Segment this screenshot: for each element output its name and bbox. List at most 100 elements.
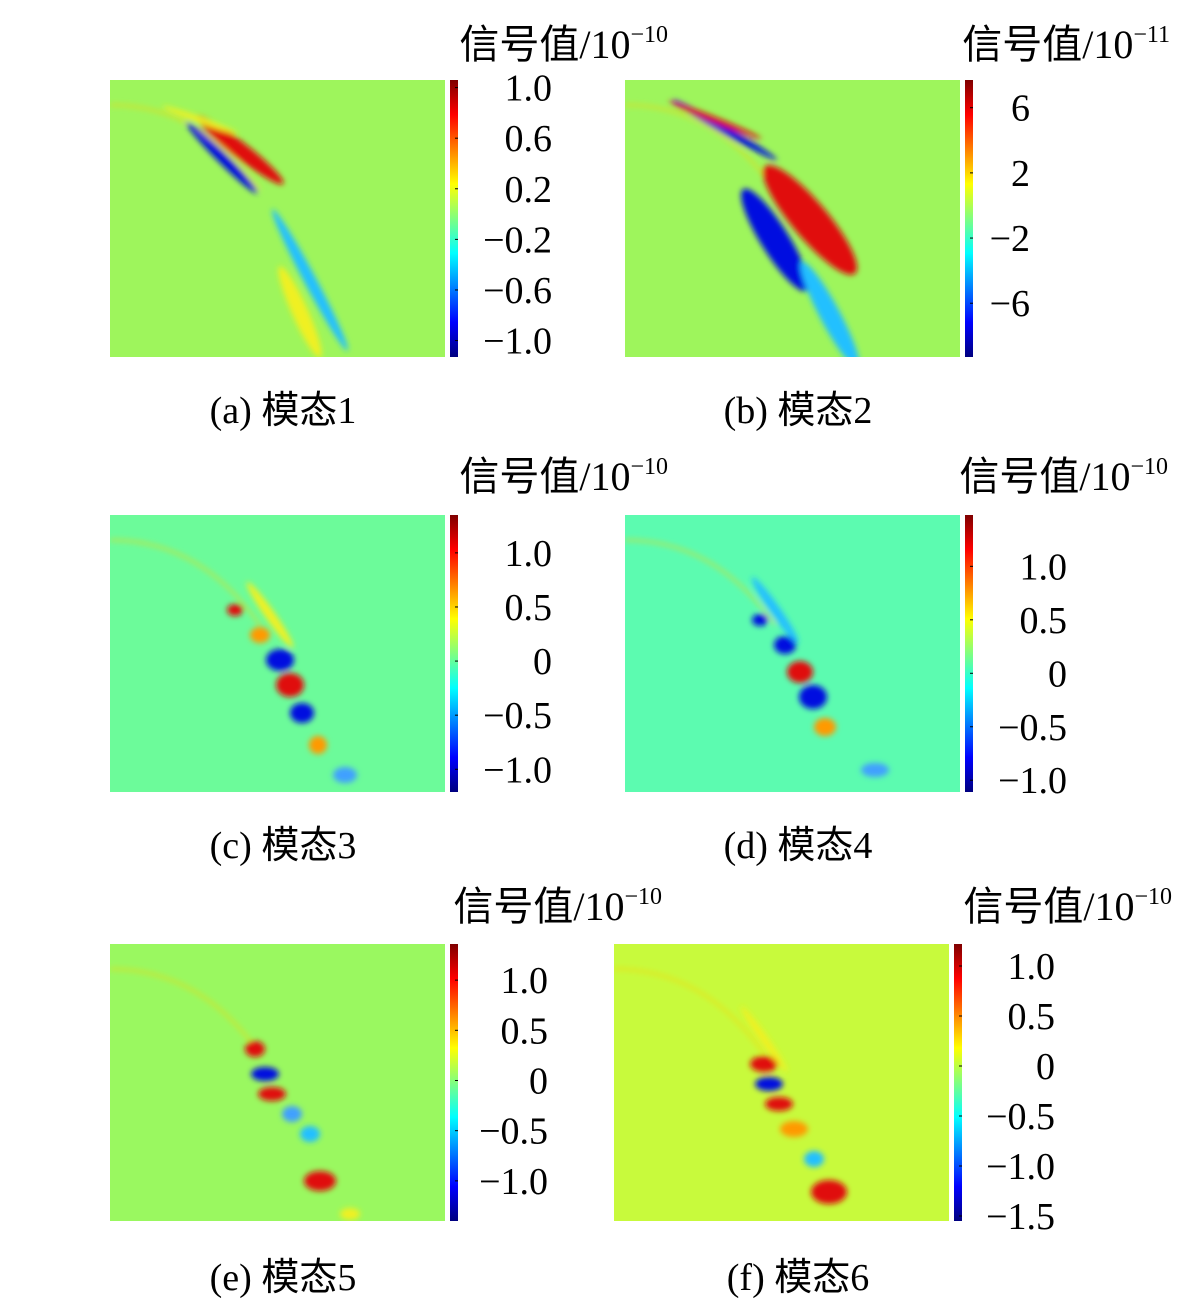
heatmap-pattern: [614, 968, 847, 1204]
heatmap-pattern: [625, 539, 889, 777]
wave-blob: [186, 122, 258, 194]
colorbar-tick-label: −0.5: [998, 707, 1067, 749]
colorbar-label-text: 信号值/10: [959, 454, 1130, 499]
wave-blob: [787, 661, 813, 683]
colorbar-tick-label: −2: [990, 218, 1030, 260]
colorbar-exponent: −10: [1130, 454, 1168, 480]
colorbar-label-text: 信号值/10: [963, 884, 1134, 929]
colorbar-tick-label: 1.0: [1020, 546, 1068, 588]
wave-blob: [162, 106, 238, 134]
colorbar-tick-label: −1.0: [986, 1146, 1055, 1188]
wave-blob: [333, 767, 357, 783]
colorbar-label-text: 信号值/10: [459, 454, 630, 499]
colorbar-label: 信号值/10−10: [959, 454, 1168, 499]
colorbar-tick-label: 0: [1036, 1046, 1055, 1088]
colorbar-tick-label: −1.0: [483, 749, 552, 791]
colorbar: [450, 515, 458, 792]
colorbar-tick-label: 0.5: [501, 1010, 549, 1052]
heatmap-pattern: [625, 99, 860, 357]
wave-blob: [750, 1056, 778, 1072]
wave-blob: [799, 685, 827, 709]
wave-arc: [625, 104, 776, 191]
colorbar-tick-label: 1.0: [1008, 946, 1056, 988]
panel: 1.0 0.6 0.2 −0.2 −0.6 −1.0 信号值/10−10 (a) 模态1: [110, 22, 668, 432]
wave-blob: [300, 1126, 320, 1142]
wave-arc: [614, 968, 765, 1055]
colorbar-label: 信号值/10−10: [453, 884, 662, 929]
colorbar-label: 信号值/10−10: [459, 22, 668, 67]
wave-blob: [774, 636, 796, 654]
colorbar-tick-label: −1.0: [483, 321, 552, 363]
colorbar-tick-label: −0.5: [986, 1096, 1055, 1138]
wave-blob: [755, 1077, 783, 1091]
colorbar-tick-label: −0.5: [483, 695, 552, 737]
colorbar-exponent: −10: [624, 884, 662, 910]
wave-blob: [251, 1067, 279, 1081]
caption: (c) 模态3: [210, 825, 357, 867]
heatmap-pattern: [110, 539, 357, 783]
colorbar-tick-label: −1.0: [479, 1161, 548, 1203]
wave-blob: [668, 101, 762, 139]
colorbar-tick-label: 2: [1011, 153, 1030, 195]
wave-blob: [250, 627, 270, 643]
panel: 1.0 0.5 0 −0.5 −1.0 信号值/10−10 (e) 模态5: [110, 884, 662, 1299]
wave-blob: [780, 1121, 808, 1137]
wave-blob: [227, 604, 243, 616]
wave-blob: [804, 1151, 824, 1167]
colorbar-label-text: 信号值/10: [459, 22, 630, 67]
caption: (e) 模态5: [210, 1257, 357, 1299]
colorbar-tick-label: 0: [533, 641, 552, 683]
wave-blob: [800, 261, 860, 357]
wave-blob: [814, 718, 836, 736]
wave-blob: [196, 115, 284, 185]
wave-blob: [752, 614, 768, 626]
wave-blob: [811, 1180, 847, 1204]
colorbar-tick-label: 1.0: [505, 68, 553, 110]
caption: (a) 模态1: [210, 390, 357, 432]
heatmap: [110, 944, 445, 1221]
colorbar: [450, 80, 458, 357]
colorbar: [965, 515, 973, 792]
colorbar-tick-label: 0.5: [505, 587, 553, 629]
colorbar-tick-label: 0.6: [505, 118, 553, 160]
wave-arc: [625, 539, 776, 626]
wave-blob: [740, 1006, 788, 1072]
heatmap-pattern: [110, 968, 360, 1220]
wave-blob: [309, 736, 327, 754]
colorbar-tick-label: −0.6: [483, 270, 552, 312]
colorbar-exponent: −10: [630, 454, 668, 480]
wave-blob: [741, 188, 809, 292]
wave-blob: [266, 649, 294, 671]
wave-blob: [282, 1106, 302, 1122]
wave-blob: [762, 165, 858, 275]
colorbar-tick-label: −0.2: [483, 219, 552, 261]
wave-blob: [276, 673, 304, 697]
colorbar-label-text: 信号值/10: [453, 884, 624, 929]
wave-blob: [258, 1087, 286, 1101]
colorbar-label: 信号值/10−11: [962, 22, 1170, 67]
colorbar-tick-label: 0.2: [505, 169, 553, 211]
colorbar-tick-label: 0.5: [1020, 600, 1068, 642]
colorbar-label: 信号值/10−10: [459, 454, 668, 499]
caption: (d) 模态4: [724, 825, 873, 867]
heatmap: [625, 515, 960, 792]
heatmap-pattern: [110, 104, 348, 357]
wave-blob: [765, 1097, 793, 1111]
wave-blob: [246, 582, 294, 648]
colorbar-exponent: −10: [1134, 884, 1172, 910]
colorbar: [965, 80, 973, 357]
panel: 1.0 0.5 0 −0.5 −1.0 信号值/10−10 (c) 模态3: [110, 454, 668, 867]
colorbar-tick-label: 0.5: [1008, 996, 1056, 1038]
colorbar-tick-label: −1.5: [986, 1196, 1055, 1238]
colorbar-tick-label: 6: [1011, 88, 1030, 130]
wave-blob: [340, 1208, 360, 1220]
colorbar-tick-label: −1.0: [998, 760, 1067, 802]
wave-blob: [861, 763, 889, 777]
wave-blob: [290, 703, 314, 723]
wave-blob: [304, 1171, 336, 1191]
colorbar-tick-label: 0: [529, 1060, 548, 1102]
wave-blob: [278, 266, 322, 357]
